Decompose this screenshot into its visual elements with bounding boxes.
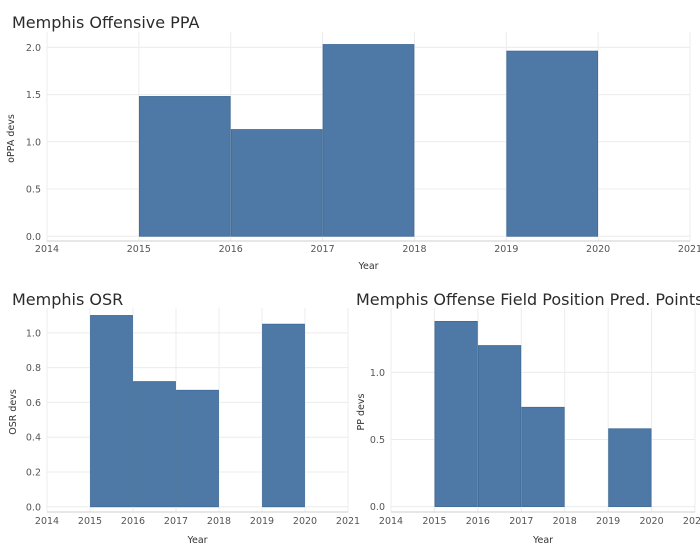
osr-y-tick-label: 0.6	[26, 398, 41, 409]
fppp-y-tick-label: 1.0	[370, 368, 385, 379]
ppa-y-tick-label: 2.0	[26, 43, 41, 54]
osr-x-tick-label: 2016	[121, 516, 145, 527]
fppp-x-tick-label: 2020	[639, 516, 663, 527]
osr-y-tick-label: 0.4	[26, 433, 41, 444]
ppa-bar-2016	[230, 129, 323, 237]
osr-chart-svg: 0.0 0.2 0.4 0.6 0.8 1.0 2014 2015 2016 2017 2018 20…	[8, 308, 360, 546]
osr-x-tick-label: 2021	[336, 516, 360, 527]
osr-x-tick-label: 2018	[207, 516, 231, 527]
fppp-x-tick-label: 2014	[379, 516, 403, 527]
ppa-y-axis-label: oPPA devs	[6, 114, 17, 163]
ppa-bar-2015	[138, 96, 231, 237]
ppa-y-tick-label: 1.0	[26, 137, 41, 148]
fppp-bar-2017	[521, 406, 565, 508]
fppp-x-tick-label: 2016	[466, 516, 490, 527]
ppa-x-tick-label: 2019	[494, 244, 518, 255]
fppp-x-axis-label: Year	[532, 535, 553, 546]
fppp-x-tick-label: 2017	[509, 516, 533, 527]
fppp-x-tick-label: 2015	[422, 516, 446, 527]
ppa-bar-2019	[506, 50, 599, 237]
osr-bar-2016	[133, 381, 176, 508]
fppp-y-tick-label: 0.0	[370, 502, 385, 513]
osr-y-tick-label: 0.0	[26, 502, 41, 513]
osr-x-tick-label: 2015	[78, 516, 102, 527]
ppa-y-tick-label: 0.5	[26, 185, 41, 196]
osr-chart-panel: Memphis OSR 0.0 0.2 0.4 0.6 0.8 1.0 2014 2015 20…	[0, 280, 360, 560]
osr-y-axis-label: OSR devs	[8, 389, 19, 435]
osr-x-tick-label: 2019	[250, 516, 274, 527]
fppp-y-axis-label: PP devs	[356, 393, 367, 430]
osr-x-tick-label: 2014	[35, 516, 59, 527]
osr-bar-2015	[90, 315, 133, 508]
ppa-x-tick-label: 2015	[127, 244, 151, 255]
ppa-chart-panel: Memphis Offensive PPA 0.0 0.5 1.0 1.5 2.0 201…	[6, 13, 700, 272]
ppa-x-tick-label: 2014	[35, 244, 59, 255]
osr-bar-2017	[176, 389, 219, 508]
osr-x-tick-label: 2017	[164, 516, 188, 527]
fppp-x-tick-label: 2019	[596, 516, 620, 527]
ppa-y-tick-label: 1.5	[26, 90, 41, 101]
osr-y-tick-label: 1.0	[26, 328, 41, 339]
ppa-x-tick-label: 2018	[402, 244, 426, 255]
ppa-chart-title: Memphis Offensive PPA	[12, 13, 200, 32]
ppa-y-tick-label: 0.0	[26, 232, 41, 243]
fppp-bar-2016	[477, 345, 522, 508]
fppp-x-tick-label: 2018	[553, 516, 577, 527]
fppp-y-tick-label: 0.5	[370, 435, 385, 446]
osr-x-axis-label: Year	[186, 535, 207, 546]
ppa-x-tick-label: 2021	[678, 244, 700, 255]
fppp-bar-2015	[434, 320, 478, 508]
ppa-x-tick-label: 2017	[310, 244, 334, 255]
fppp-chart-panel: Memphis Offense Field Position Pred. Poi…	[345, 280, 700, 560]
fppp-chart-svg: 0.0 0.5 1.0 2014 2015 2016 2017 2018 2019 2020 202…	[356, 308, 700, 546]
ppa-x-axis-label: Year	[357, 261, 378, 272]
fppp-bar-2019	[608, 428, 652, 508]
osr-x-tick-label: 2020	[293, 516, 317, 527]
fppp-x-tick-label: 2021	[683, 516, 700, 527]
ppa-x-tick-label: 2016	[219, 244, 243, 255]
osr-y-tick-label: 0.2	[26, 468, 41, 479]
ppa-chart-svg: 0.0 0.5 1.0 1.5 2.0 2014 2015 2016 2017 2018 2019 2…	[6, 32, 700, 272]
osr-bar-2019	[262, 323, 305, 508]
fppp-chart-title: Memphis Offense Field Position Pred. Poi…	[356, 290, 700, 309]
ppa-bar-2017	[322, 44, 415, 237]
ppa-x-tick-label: 2020	[586, 244, 610, 255]
osr-chart-title: Memphis OSR	[12, 290, 124, 309]
osr-y-tick-label: 0.8	[26, 363, 41, 374]
